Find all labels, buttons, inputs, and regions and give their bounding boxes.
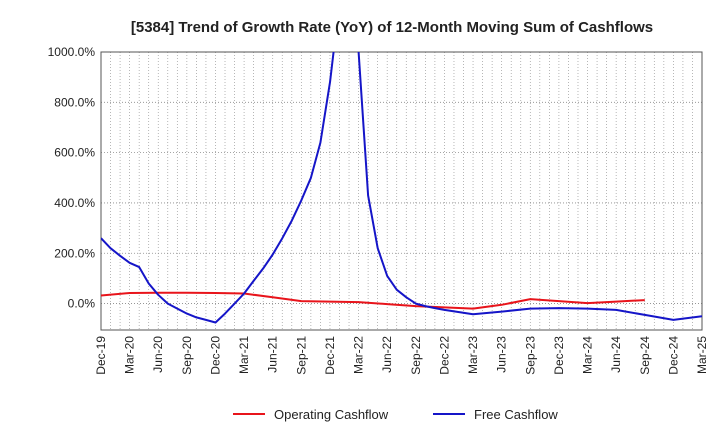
y-tick-label: 600.0% xyxy=(54,146,95,160)
y-tick-label: 200.0% xyxy=(54,246,95,260)
x-tick-label: Mar-25 xyxy=(695,336,709,374)
legend: Operating Cashflow Free Cashflow xyxy=(233,407,558,422)
chart-title: [5384] Trend of Growth Rate (YoY) of 12-… xyxy=(131,19,653,36)
y-tick-label: 1000.0% xyxy=(48,45,96,59)
x-tick-label: Dec-20 xyxy=(208,336,222,375)
x-tick-label: Sep-23 xyxy=(523,336,537,375)
x-tick-label: Jun-23 xyxy=(495,336,509,373)
x-tick-label: Dec-19 xyxy=(94,336,108,375)
x-tick-label: Jun-24 xyxy=(609,336,623,373)
x-tick-label: Sep-20 xyxy=(180,336,194,375)
y-tick-label: 400.0% xyxy=(54,196,95,210)
x-tick-label: Sep-24 xyxy=(638,336,652,375)
grid xyxy=(100,51,703,330)
y-tick-label: 800.0% xyxy=(54,95,95,109)
series-line-operating-cashflow xyxy=(101,291,645,310)
x-tick-label: Dec-21 xyxy=(323,336,337,375)
x-tick-label: Dec-22 xyxy=(437,336,451,375)
y-tick-label: 0.0% xyxy=(68,297,96,311)
legend-label-operating-cashflow: Operating Cashflow xyxy=(274,407,389,422)
x-tick-label: Mar-21 xyxy=(237,336,251,374)
y-axis: 0.0% 200.0% 400.0% 600.0% 800.0% 1000.0% xyxy=(48,45,96,311)
x-tick-label: Mar-23 xyxy=(466,336,480,374)
x-axis: Dec-19 Mar-20 Jun-20 Sep-20 Dec-20 Mar-21 Jun-… xyxy=(94,336,709,375)
legend-label-free-cashflow: Free Cashflow xyxy=(474,407,558,422)
series-group xyxy=(101,52,702,324)
x-tick-label: Mar-24 xyxy=(581,336,595,374)
x-tick-label: Jun-21 xyxy=(266,336,280,373)
x-tick-label: Jun-20 xyxy=(151,336,165,373)
series-line-free-cashflow xyxy=(101,52,702,324)
x-tick-label: Mar-20 xyxy=(123,336,137,374)
x-tick-label: Mar-22 xyxy=(352,336,366,374)
x-tick-label: Sep-21 xyxy=(294,336,308,375)
x-tick-label: Dec-23 xyxy=(552,336,566,375)
x-tick-label: Sep-22 xyxy=(409,336,423,375)
x-tick-label: Dec-24 xyxy=(666,336,680,375)
x-tick-label: Jun-22 xyxy=(380,336,394,373)
plot-area xyxy=(100,51,703,331)
